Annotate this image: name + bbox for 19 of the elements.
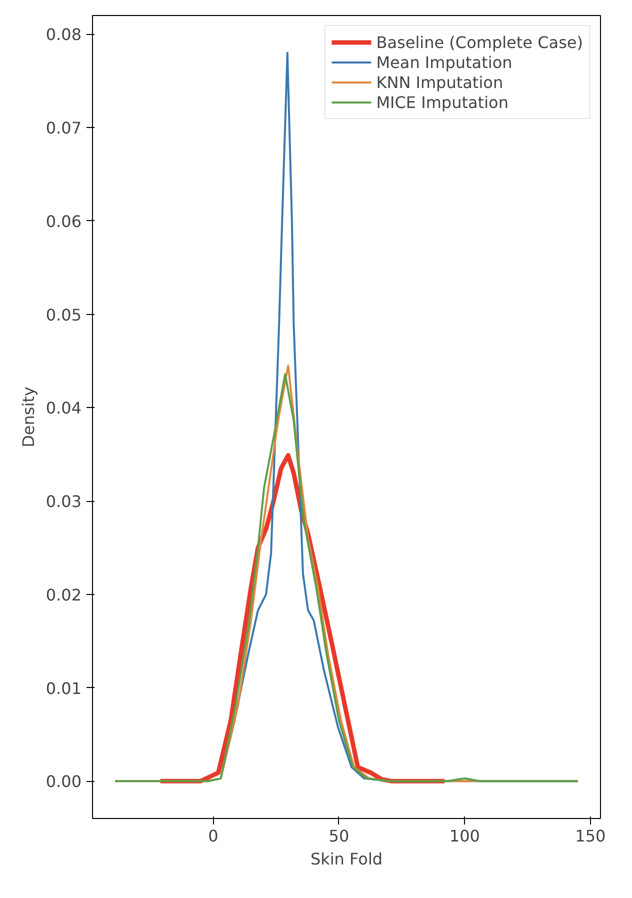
y-tick-label: 0.03 xyxy=(46,492,82,512)
y-tick-label: 0.02 xyxy=(46,585,82,604)
y-tick-label: 0.08 xyxy=(46,25,82,44)
legend-label: Mean Imputation xyxy=(376,52,512,72)
legend-label: KNN Imputation xyxy=(376,72,504,92)
y-tick-label: 0.05 xyxy=(46,305,82,324)
y-tick-label: 0.01 xyxy=(46,678,82,698)
y-tick-label: 0.00 xyxy=(46,772,82,792)
y-tick-label: 0.07 xyxy=(46,118,82,138)
y-axis-title: Density xyxy=(18,386,38,448)
x-tick-label: 0 xyxy=(208,826,218,846)
legend-label: MICE Imputation xyxy=(376,92,508,112)
y-tick-label: 0.04 xyxy=(46,398,82,418)
x-axis-title: Skin Fold xyxy=(310,850,383,868)
x-tick-label: 100 xyxy=(449,826,480,846)
x-tick-label: 150 xyxy=(575,826,606,846)
legend-label: Baseline (Complete Case) xyxy=(376,32,583,52)
y-tick-label: 0.06 xyxy=(46,212,82,231)
x-tick-label: 50 xyxy=(328,826,350,846)
